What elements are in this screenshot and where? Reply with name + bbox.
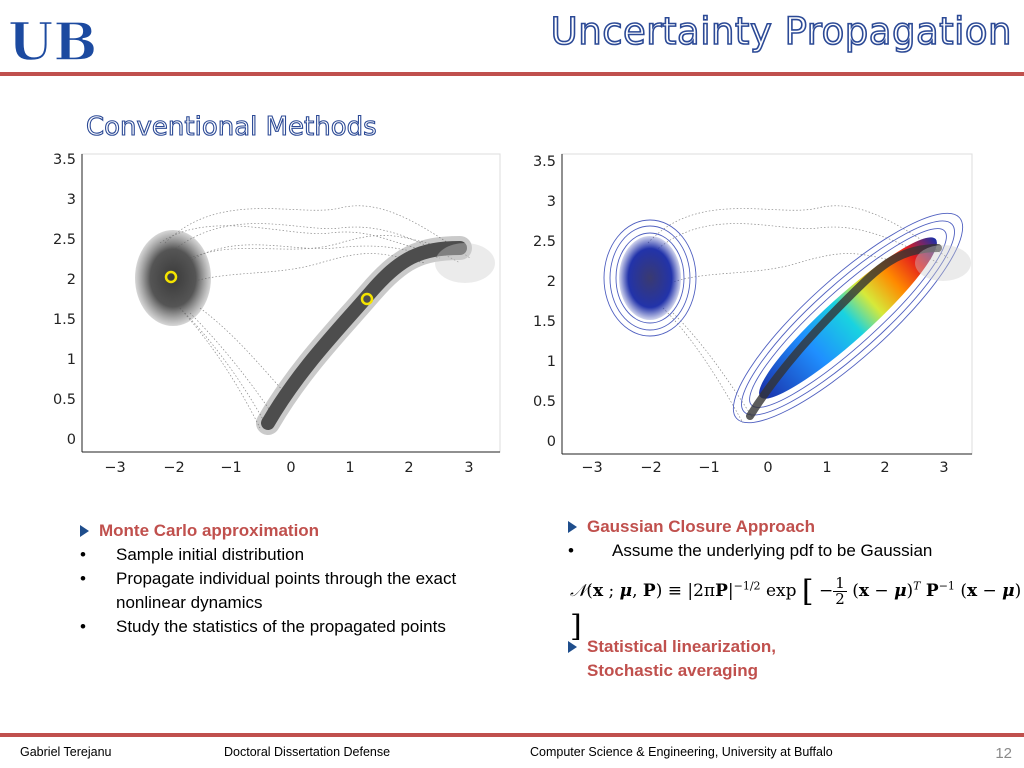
y-tick: 2.5 [533, 234, 556, 250]
x-tick: −1 [698, 460, 719, 476]
arrow-bullet-icon [568, 521, 577, 533]
arrow-bullet-icon [568, 641, 577, 653]
list-item: Assume the underlying pdf to be Gaussian [612, 541, 933, 560]
y-tick: 2 [67, 272, 76, 288]
propagated-gaussian [732, 212, 964, 424]
y-tick: 2 [547, 274, 556, 290]
gaussian-closure-heading: Gaussian Closure Approach [587, 517, 815, 536]
slide-title: Uncertainty Propagation [550, 9, 1012, 54]
x-tick: 3 [939, 460, 948, 476]
y-tick: 3.5 [53, 152, 76, 168]
x-tick: −2 [163, 460, 184, 476]
x-tick: 1 [345, 460, 354, 476]
x-tick: −3 [581, 460, 602, 476]
y-tick: 3 [547, 194, 556, 210]
x-tick: 2 [880, 460, 889, 476]
x-tick: 1 [822, 460, 831, 476]
x-tick: 0 [286, 460, 295, 476]
x-tick: −2 [640, 460, 661, 476]
list-item: Propagate individual points through the … [116, 569, 457, 612]
page-number: 12 [995, 745, 1012, 762]
monte-carlo-plot: 3.5 3 2.5 2 1.5 1 0.5 0 −3 −2 −1 0 1 2 3 [40, 148, 510, 478]
y-tick: 0.5 [53, 392, 76, 408]
x-tick: −1 [220, 460, 241, 476]
monte-carlo-heading: Monte Carlo approximation [99, 521, 320, 540]
logo-text: UB [8, 12, 97, 68]
top-rule [0, 72, 1024, 76]
propagated-cloud [261, 241, 467, 430]
x-tick: 0 [763, 460, 772, 476]
gaussian-closure-plot: 3.5 3 2.5 2 1.5 1 0.5 0 −3 −2 −1 0 1 2 3 [518, 148, 988, 478]
initial-density [619, 236, 681, 320]
initial-cloud [135, 230, 211, 326]
y-tick: 0 [67, 432, 76, 448]
initial-contours [603, 219, 697, 337]
footer-dept: Computer Science & Engineering, Universi… [530, 745, 833, 759]
arrow-bullet-icon [80, 525, 89, 537]
bullet: • [568, 541, 574, 560]
y-tick: 3.5 [533, 154, 556, 170]
y-tick: 1.5 [53, 312, 76, 328]
bullet: • [80, 617, 86, 636]
gaussian-pdf-equation: 𝒩(x ; μ, P) ≡ |2πP|−1/2 exp [ −1 2 (x − μ… [570, 574, 1022, 644]
list-item: Sample initial distribution [116, 545, 305, 564]
footer-author: Gabriel Terejanu [20, 745, 112, 759]
slide-subtitle: Conventional Methods [85, 111, 377, 142]
y-tick: 0 [547, 434, 556, 450]
footer-event: Doctoral Dissertation Defense [224, 745, 391, 759]
gaussian-closure-block: Gaussian Closure Approach • Assume the un… [568, 515, 1008, 563]
y-tick: 1 [67, 352, 76, 368]
y-tick: 3 [67, 192, 76, 208]
list-item: Study the statistics of the propagated p… [116, 617, 446, 636]
y-tick: 1 [547, 354, 556, 370]
bottom-rule [0, 733, 1024, 737]
y-tick: 1.5 [533, 314, 556, 330]
ub-logo: UB [7, 11, 100, 74]
linearization-block: Statistical linearization, Stochastic av… [568, 635, 1008, 683]
initial-mean-marker [164, 270, 178, 284]
x-tick: 2 [404, 460, 413, 476]
y-tick: 2.5 [53, 232, 76, 248]
averaging-heading: Stochastic averaging [587, 661, 759, 680]
bullet: • [80, 569, 86, 588]
linearization-heading: Statistical linearization, [587, 637, 776, 656]
x-tick: −3 [104, 460, 125, 476]
bullet: • [80, 545, 86, 564]
x-tick: 3 [464, 460, 473, 476]
propagated-mean-marker [360, 292, 374, 306]
y-tick: 0.5 [533, 394, 556, 410]
monte-carlo-block: Monte Carlo approximation • Sample initia… [80, 519, 520, 639]
